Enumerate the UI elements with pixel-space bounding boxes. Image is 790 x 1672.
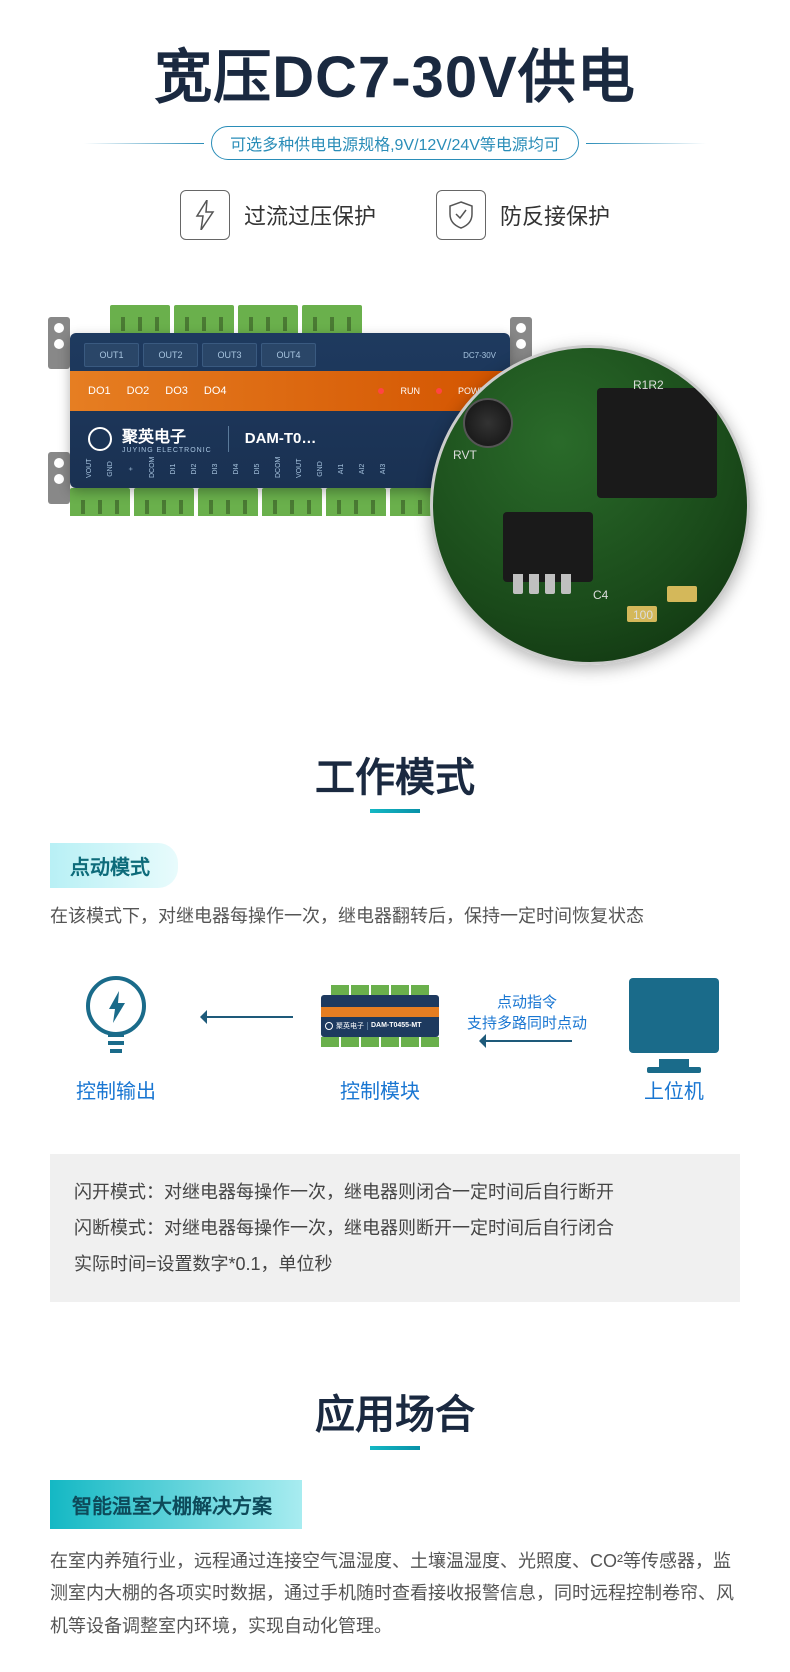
shield-icon bbox=[436, 190, 486, 240]
pcb-silkscreen: RVT bbox=[453, 448, 477, 462]
feature-text-1: 过流过压保护 bbox=[244, 199, 376, 231]
flow-bubble: 点动指令 支持多路同时点动 bbox=[467, 992, 587, 1034]
pcb-silkscreen: C4 bbox=[593, 588, 608, 602]
flow-label-output: 控制输出 bbox=[71, 1075, 161, 1104]
flow-label-module: 控制模块 bbox=[335, 1075, 425, 1104]
info-line: 实际时间=设置数字*0.1，单位秒 bbox=[74, 1246, 716, 1282]
do-label: DO3 bbox=[165, 385, 188, 397]
pcb-silkscreen: 100 bbox=[633, 608, 653, 622]
pcb-silkscreen: R1R2 bbox=[633, 378, 664, 392]
brand-logo-icon bbox=[88, 427, 112, 451]
out-chip: OUT3 bbox=[202, 343, 257, 367]
feature-row: 过流过压保护 防反接保护 bbox=[0, 180, 790, 265]
flow-node-module: 聚英电子 DAM-T0455-MT 控制模块 bbox=[335, 971, 425, 1104]
do-label: DO4 bbox=[204, 385, 227, 397]
dc-label: DC7-30V bbox=[463, 351, 496, 360]
info-line: 闪断模式：对继电器每操作一次，继电器则断开一定时间后自行闭合 bbox=[74, 1210, 716, 1246]
flow-node-output: 控制输出 bbox=[71, 971, 161, 1104]
work-mode-title: 工作模式 bbox=[0, 705, 790, 823]
out-chip: OUT4 bbox=[261, 343, 316, 367]
lightning-icon bbox=[180, 190, 230, 240]
out-chip: OUT2 bbox=[143, 343, 198, 367]
feature-reverse: 防反接保护 bbox=[436, 190, 610, 240]
flow-arrow-icon bbox=[482, 1040, 572, 1042]
hero-title: 宽压DC7-30V供电 bbox=[0, 0, 790, 126]
application-title: 应用场合 bbox=[0, 1342, 790, 1460]
mini-module-icon: 聚英电子 DAM-T0455-MT bbox=[335, 971, 425, 1061]
flow-arrow-icon bbox=[203, 1016, 293, 1018]
app-badge: 智能温室大棚解决方案 bbox=[50, 1480, 302, 1529]
pcb-closeup: R1R2 RVT C4 100 bbox=[430, 345, 750, 665]
app-desc: 在室内养殖行业，远程通过连接空气温湿度、土壤温湿度、光照度、CO²等传感器，监测… bbox=[0, 1545, 790, 1672]
out-chip: OUT1 bbox=[84, 343, 139, 367]
brand-text: 聚英电子 JUYING ELECTRONIC bbox=[122, 423, 212, 454]
flow-node-host: 上位机 bbox=[629, 971, 719, 1104]
hero-section: 宽压DC7-30V供电 可选多种供电电源规格,9V/12V/24V等电源均可 过… bbox=[0, 0, 790, 265]
hero-subtitle: 可选多种供电电源规格,9V/12V/24V等电源均可 bbox=[211, 126, 579, 160]
title-underline bbox=[370, 1446, 420, 1450]
pcb-smd bbox=[667, 586, 697, 602]
title-underline bbox=[370, 809, 420, 813]
flow-label-host: 上位机 bbox=[629, 1075, 719, 1104]
mount-tab bbox=[48, 452, 70, 504]
info-line: 闪开模式：对继电器每操作一次，继电器则闭合一定时间后自行断开 bbox=[74, 1174, 716, 1210]
do-label: DO2 bbox=[127, 385, 150, 397]
pcb-chip-regulator bbox=[503, 512, 593, 582]
brand-cn: 聚英电子 bbox=[122, 423, 212, 447]
monitor-icon bbox=[629, 971, 719, 1061]
product-area: OUT1 OUT2 OUT3 OUT4 DC7-30V DO1 DO2 DO3 … bbox=[0, 265, 790, 705]
pcb-chip-large bbox=[597, 388, 717, 498]
application-section: 应用场合 智能温室大棚解决方案 在室内养殖行业，远程通过连接空气温湿度、土壤温湿… bbox=[0, 1342, 790, 1672]
hero-subtitle-wrap: 可选多种供电电源规格,9V/12V/24V等电源均可 bbox=[0, 126, 790, 160]
flow-diagram: 控制输出 聚英电子 DAM-T0455-MT bbox=[0, 931, 790, 1134]
info-box: 闪开模式：对继电器每操作一次，继电器则闭合一定时间后自行断开 闪断模式：对继电器… bbox=[50, 1154, 740, 1302]
flow-arrow-with-bubble: 点动指令 支持多路同时点动 bbox=[467, 992, 587, 1042]
brand-row: 聚英电子 JUYING ELECTRONIC DAM-T0… bbox=[84, 415, 496, 458]
orange-stripe: DO1 DO2 DO3 DO4 RUN POWER bbox=[70, 371, 510, 411]
mode-desc: 在该模式下，对继电器每操作一次，继电器翻转后，保持一定时间恢复状态 bbox=[0, 902, 790, 931]
feature-text-2: 防反接保护 bbox=[500, 199, 610, 231]
work-mode-section: 工作模式 点动模式 在该模式下，对继电器每操作一次，继电器翻转后，保持一定时间恢… bbox=[0, 705, 790, 1302]
brand-divider bbox=[228, 426, 229, 452]
terminal-top bbox=[110, 305, 510, 333]
led-power-icon bbox=[436, 388, 442, 394]
bulb-icon bbox=[71, 971, 161, 1061]
brand-model: DAM-T0… bbox=[245, 430, 317, 447]
out-row: OUT1 OUT2 OUT3 OUT4 DC7-30V bbox=[84, 343, 496, 367]
led-run-label: RUN bbox=[400, 386, 420, 396]
mode-badge: 点动模式 bbox=[50, 843, 178, 888]
feature-overcurrent: 过流过压保护 bbox=[180, 190, 376, 240]
led-run-icon bbox=[378, 388, 384, 394]
mount-tab bbox=[48, 317, 70, 369]
pcb-capacitor bbox=[463, 398, 513, 448]
brand-en: JUYING ELECTRONIC bbox=[122, 447, 212, 454]
do-label: DO1 bbox=[88, 385, 111, 397]
